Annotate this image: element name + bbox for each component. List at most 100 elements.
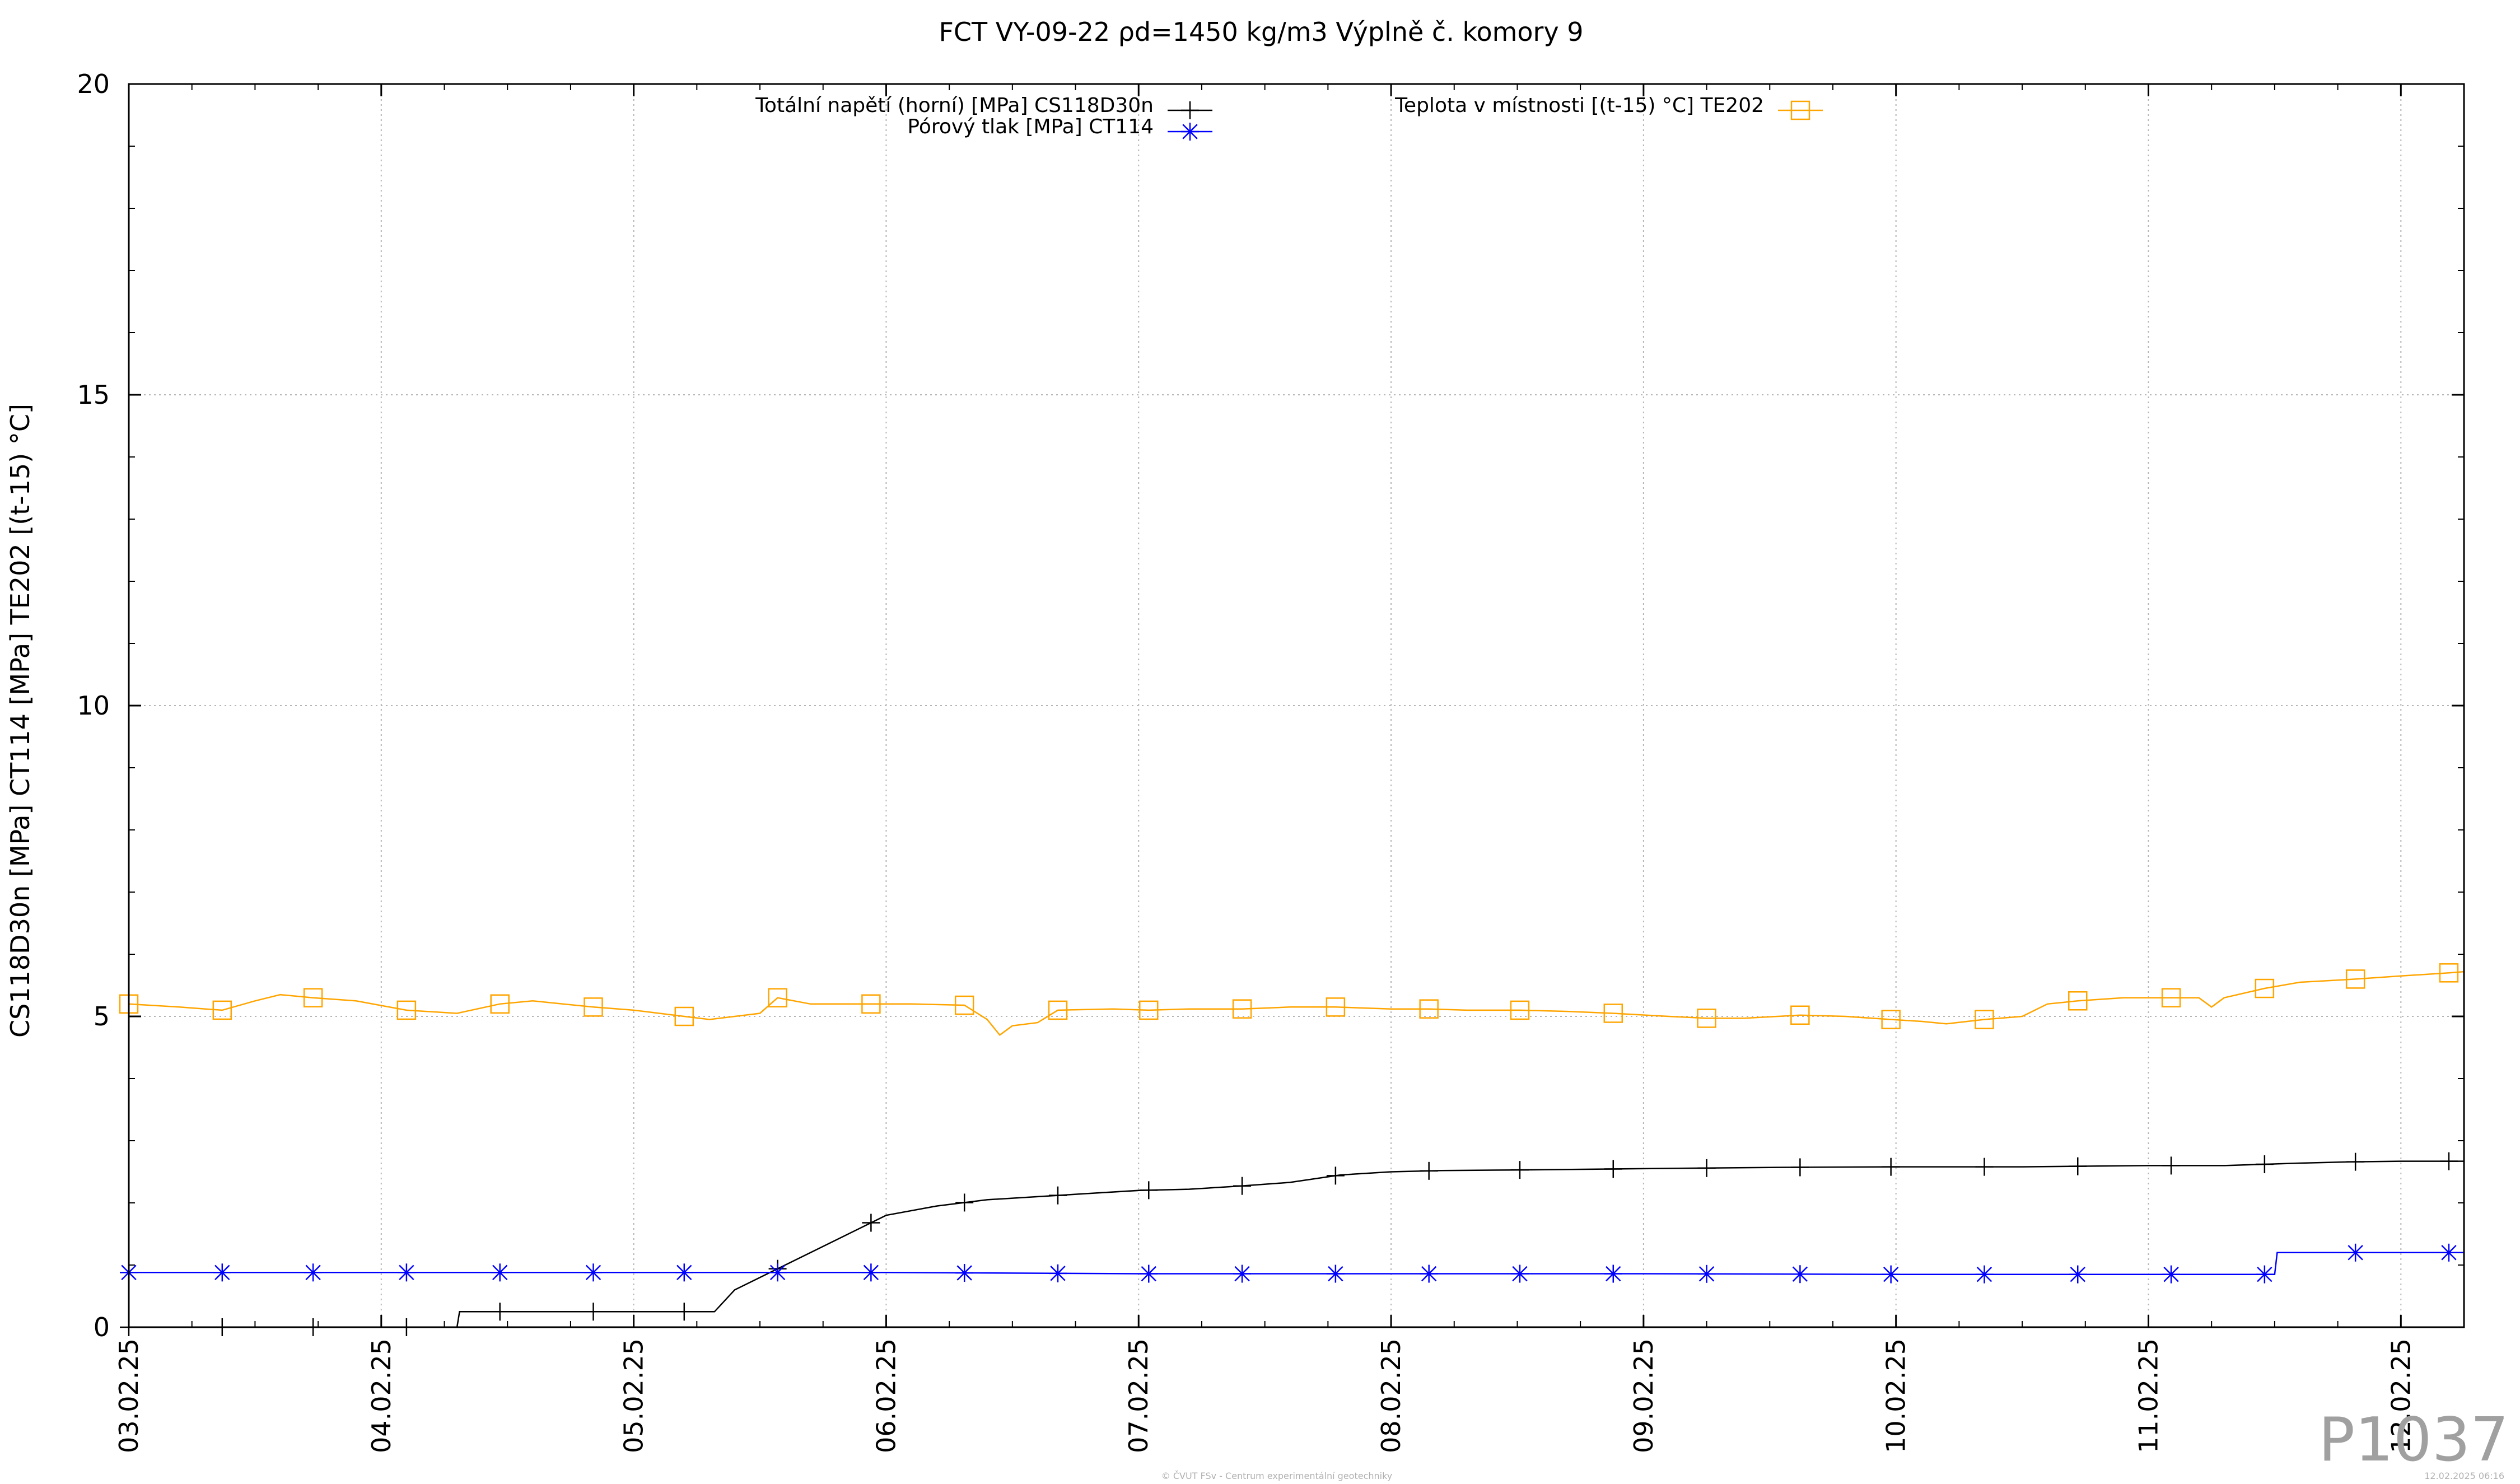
data-point: [1697, 1009, 1716, 1028]
marker-square: [2345, 969, 2365, 989]
data-point: [1604, 1264, 1622, 1283]
data-point: [304, 1263, 323, 1282]
marker-star-d2: [492, 1264, 508, 1281]
data-point: [584, 1263, 603, 1282]
marker-star-d2: [1606, 1266, 1621, 1282]
data-point: [1790, 1005, 1810, 1025]
marker-square: [1419, 999, 1439, 1019]
data-point: [1975, 1010, 1994, 1029]
legend-label: Pórový tlak [MPa] CT114: [907, 115, 1154, 138]
data-point: [212, 1000, 232, 1020]
marker-square: [1510, 1000, 1530, 1020]
data-point: [955, 1264, 974, 1282]
data-point: [396, 1000, 417, 1020]
data-point: [490, 994, 510, 1014]
data-point: [768, 1263, 787, 1282]
footer-timestamp: 12.02.2025 06:16: [2424, 1471, 2504, 1481]
data-point: [861, 994, 881, 1014]
data-point: [1139, 1000, 1159, 1020]
data-point: [1697, 1159, 1716, 1177]
marker-square: [1975, 1010, 1994, 1029]
series-layer: [119, 963, 2465, 1336]
marker-star-d2: [1976, 1266, 1992, 1282]
marker-star-d2: [2163, 1266, 2179, 1282]
marker-square: [1232, 999, 1252, 1019]
data-point: [2345, 969, 2365, 989]
x-tick-label: 04.02.25: [366, 1338, 396, 1453]
data-point: [1233, 1177, 1252, 1195]
data-point: [1604, 1160, 1622, 1178]
marker-star-d2: [1512, 1266, 1528, 1282]
data-point: [1791, 1265, 1809, 1284]
data-point: [1420, 1161, 1438, 1180]
marker-star-d2: [1141, 1266, 1156, 1282]
data-point: [954, 995, 974, 1015]
legend-marker: [1790, 100, 1810, 120]
axes: 0 5 10 15 20 03.02.25 04.02.25 05.02.25 06.02.25…: [77, 69, 2464, 1453]
data-point: [1603, 1004, 1623, 1023]
data-point: [1326, 1166, 1345, 1185]
data-point: [1975, 1265, 1994, 1284]
data-point: [674, 1006, 694, 1026]
marker-star-d2: [2441, 1245, 2457, 1261]
data-point: [1048, 1000, 1068, 1020]
marker-square: [1326, 997, 1346, 1017]
data-point: [1510, 1000, 1530, 1020]
data-point: [2255, 1155, 2274, 1174]
data-point: [675, 1303, 693, 1321]
data-point: [584, 1303, 603, 1321]
data-point: [2439, 1243, 2458, 1262]
data-point: [1510, 1264, 1529, 1283]
chart-title: FCT VY-09-22 ρd=1450 kg/m3 Výplně č. kom…: [939, 17, 1583, 47]
marker-square: [1603, 1004, 1623, 1023]
marker-square: [1881, 1010, 1901, 1029]
data-point: [1975, 1158, 1994, 1176]
marker-square: [1697, 1009, 1716, 1028]
marker-star-d2: [1050, 1266, 1066, 1281]
x-tick-label: 03.02.25: [114, 1338, 144, 1453]
y-tick-label: 15: [77, 380, 110, 410]
marker-square: [1139, 1000, 1159, 1020]
x-tick-label: 05.02.25: [619, 1338, 649, 1453]
x-tick-label: 06.02.25: [871, 1338, 901, 1453]
data-point: [2162, 1265, 2181, 1284]
footer-credit: © ČVUT FSv - Centrum experimentální geot…: [1161, 1471, 1393, 1481]
legend-label: Teplota v místnosti [(t-15) °C] TE202: [1394, 94, 1764, 117]
x-tick-label: 10.02.25: [1881, 1338, 1911, 1453]
marker-square: [2439, 963, 2459, 983]
series-3: [119, 963, 2465, 1037]
series-2: [120, 1243, 2464, 1284]
marker-star-d2: [2070, 1266, 2085, 1282]
grid: [129, 84, 2464, 1327]
legend-marker: [1181, 101, 1199, 119]
data-point: [2439, 1152, 2458, 1170]
data-point: [1048, 1186, 1067, 1205]
data-point: [1232, 999, 1252, 1019]
marker-square: [674, 1006, 694, 1026]
marker-square: [2255, 978, 2275, 998]
data-point: [397, 1263, 416, 1282]
data-point: [862, 1214, 880, 1232]
marker-star-d2: [305, 1264, 321, 1281]
marker-star-d2: [214, 1264, 230, 1281]
data-point: [213, 1263, 231, 1282]
data-point: [1882, 1158, 1900, 1176]
marker-square: [768, 988, 787, 1007]
data-point: [2162, 1156, 2181, 1175]
marker-square: [303, 988, 323, 1007]
marker-star-d2: [769, 1264, 786, 1281]
data-point: [2255, 1265, 2274, 1284]
legend-marker: [1181, 123, 1199, 141]
data-point: [955, 1193, 974, 1212]
marker-star-d2: [863, 1264, 879, 1281]
marker-star-d2: [956, 1265, 972, 1281]
marker-star-d2: [585, 1264, 601, 1281]
marker-star-d2: [1328, 1266, 1343, 1282]
series-line: [128, 970, 2465, 1037]
marker-star-d2: [1792, 1266, 1808, 1282]
data-point: [2255, 978, 2275, 998]
marker-square: [584, 997, 603, 1017]
marker-square: [861, 994, 881, 1014]
